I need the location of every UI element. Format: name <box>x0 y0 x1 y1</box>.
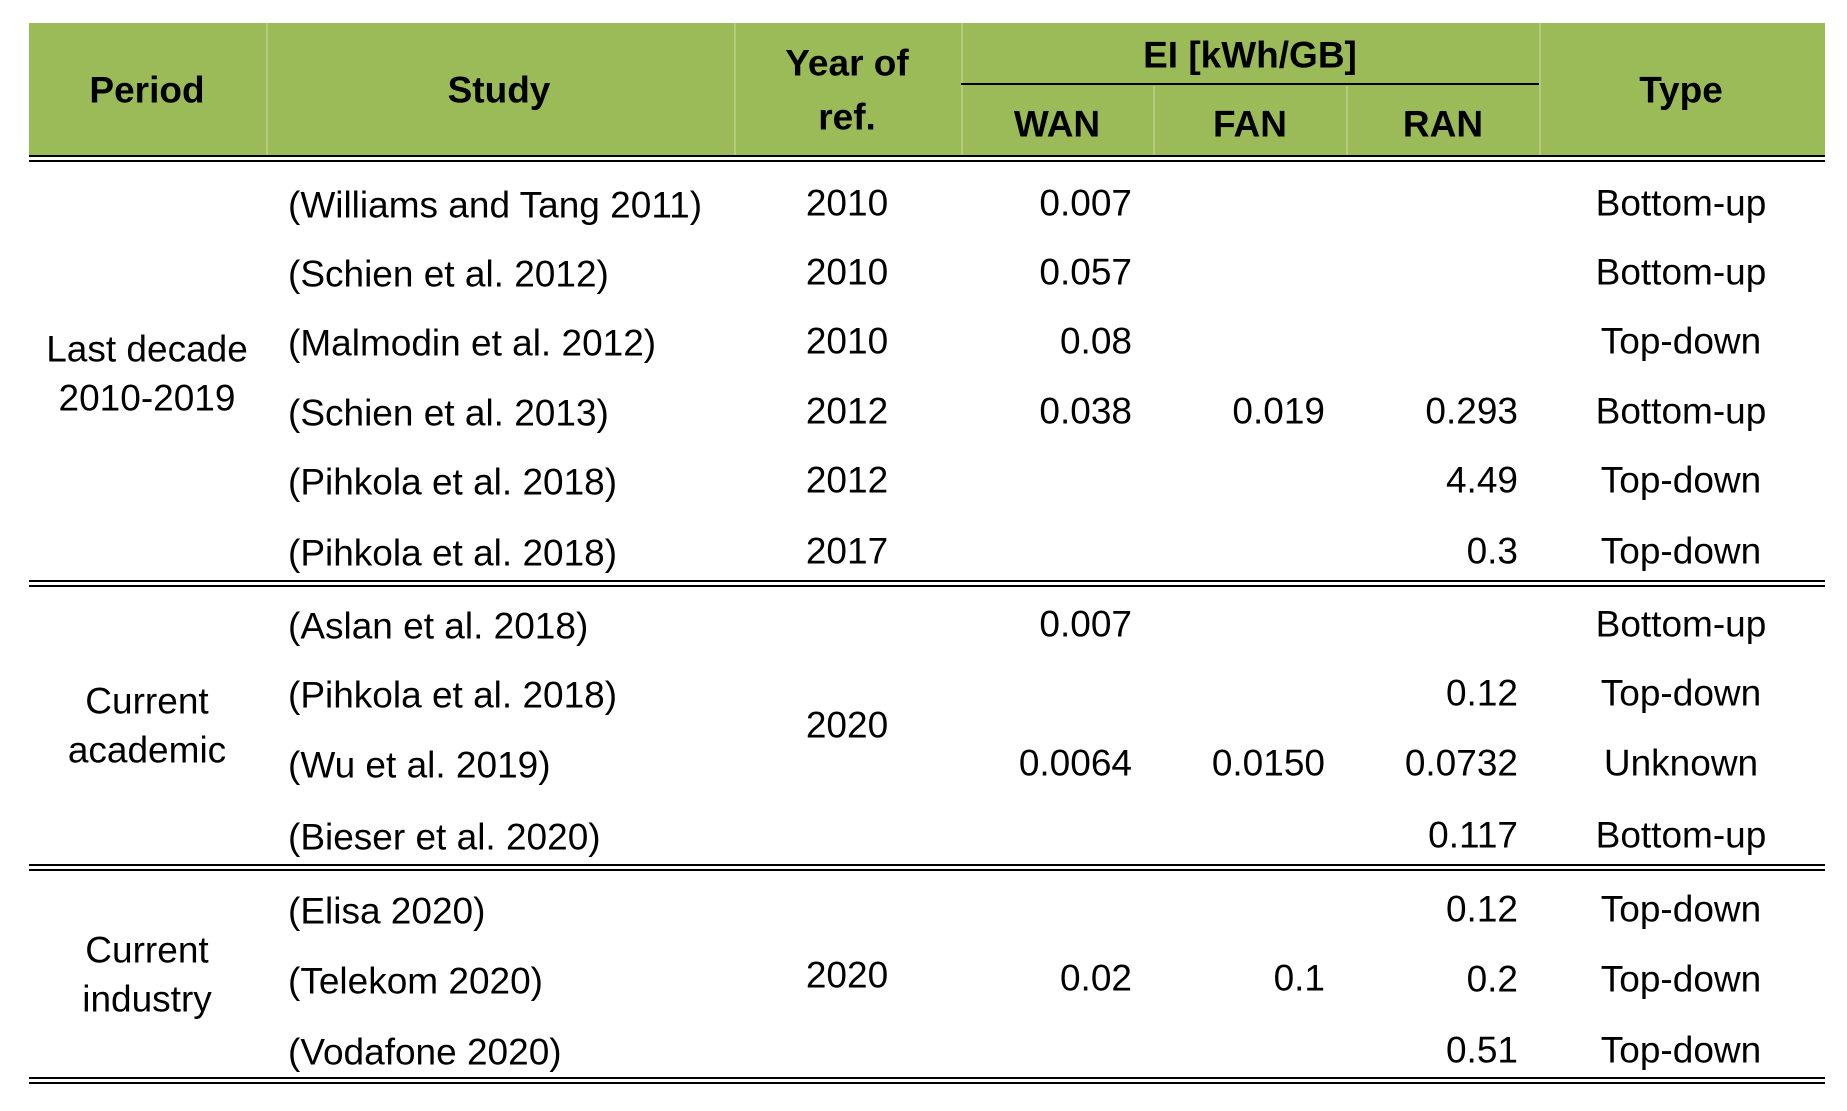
wan-cell: 0.007 <box>1039 182 1132 224</box>
rule <box>29 864 1825 866</box>
ran-cell: 0.2 <box>1466 958 1518 1000</box>
ei-group-underline <box>961 83 1539 85</box>
wan-cell: 0.02 <box>1059 957 1132 999</box>
type-cell: Bottom-up <box>1595 603 1767 645</box>
header-wan: WAN <box>1013 103 1101 145</box>
ran-cell: 0.117 <box>1428 814 1518 856</box>
ran-cell: 0.3 <box>1466 530 1518 572</box>
rule <box>29 1082 1825 1084</box>
ran-cell: 0.51 <box>1445 1029 1518 1071</box>
header-fan: FAN <box>1213 103 1287 145</box>
header-separator <box>961 23 963 156</box>
study-cell: (Pihkola et al. 2018) <box>288 532 618 574</box>
type-cell: Top-down <box>1600 1029 1762 1071</box>
fan-cell: 0.019 <box>1232 390 1325 432</box>
wan-cell: 0.057 <box>1039 251 1132 293</box>
type-cell: Bottom-up <box>1595 182 1767 224</box>
study-cell: (Malmodin et al. 2012) <box>288 322 657 364</box>
year-cell: 2010 <box>805 182 889 224</box>
period-label: Current <box>85 929 209 971</box>
header-ei-group: EI [kWh/GB] <box>1143 34 1357 76</box>
type-cell: Top-down <box>1600 320 1762 362</box>
wan-cell: 0.0064 <box>1018 742 1132 784</box>
study-cell: (Schien et al. 2012) <box>288 253 609 295</box>
study-cell: (Telekom 2020) <box>288 960 544 1002</box>
type-cell: Top-down <box>1600 530 1762 572</box>
period-label: academic <box>67 729 227 771</box>
year-cell: 2012 <box>805 390 889 432</box>
header-type: Type <box>1639 69 1723 111</box>
study-cell: (Aslan et al. 2018) <box>288 605 589 647</box>
type-cell: Top-down <box>1600 958 1762 1000</box>
wan-cell: 0.007 <box>1039 603 1132 645</box>
type-cell: Top-down <box>1600 672 1762 714</box>
period-label: 2010-2019 <box>58 377 236 419</box>
period-label: industry <box>82 978 212 1020</box>
type-cell: Top-down <box>1600 459 1762 501</box>
rule <box>29 585 1825 587</box>
type-cell: Unknown <box>1603 742 1759 784</box>
study-cell: (Elisa 2020) <box>288 890 486 932</box>
year-cell: 2012 <box>805 459 889 501</box>
header-year-line1: Year of <box>785 42 909 84</box>
header-separator <box>734 23 736 156</box>
type-cell: Top-down <box>1600 888 1762 930</box>
fan-cell: 0.1 <box>1273 957 1325 999</box>
ran-cell: 0.12 <box>1445 888 1518 930</box>
rule <box>29 580 1825 582</box>
header-separator <box>1539 23 1541 156</box>
ran-cell: 0.12 <box>1445 672 1518 714</box>
rule <box>29 1077 1825 1079</box>
study-cell: (Pihkola et al. 2018) <box>288 461 618 503</box>
period-label: Last decade <box>46 328 248 370</box>
year-cell: 2010 <box>805 320 889 362</box>
year-cell: 2010 <box>805 251 889 293</box>
ran-cell: 0.0732 <box>1404 742 1518 784</box>
ran-cell: 4.49 <box>1445 459 1518 501</box>
header-ran: RAN <box>1402 103 1484 145</box>
fan-cell: 0.0150 <box>1211 742 1325 784</box>
rule <box>29 869 1825 871</box>
year-cell: 2020 <box>805 704 889 746</box>
rule <box>29 155 1825 157</box>
header-separator <box>1153 86 1155 156</box>
header-year-line2: ref. <box>818 96 876 138</box>
type-cell: Bottom-up <box>1595 814 1767 856</box>
study-cell: (Bieser et al. 2020) <box>288 816 601 858</box>
period-label: Current <box>85 680 209 722</box>
header-study: Study <box>447 69 551 111</box>
study-cell: (Wu et al. 2019) <box>288 744 551 786</box>
header-period: Period <box>89 69 205 111</box>
wan-cell: 0.038 <box>1039 390 1132 432</box>
year-cell: 2020 <box>805 954 889 996</box>
table-header-band <box>29 23 1825 156</box>
ran-cell: 0.293 <box>1425 390 1518 432</box>
rule <box>29 160 1825 162</box>
header-separator <box>1346 86 1348 156</box>
study-cell: (Pihkola et al. 2018) <box>288 674 618 716</box>
year-cell: 2017 <box>805 530 889 572</box>
type-cell: Bottom-up <box>1595 390 1767 432</box>
header-separator <box>266 23 268 156</box>
study-cell: (Schien et al. 2013) <box>288 392 609 434</box>
wan-cell: 0.08 <box>1059 320 1132 362</box>
type-cell: Bottom-up <box>1595 251 1767 293</box>
study-cell: (Vodafone 2020) <box>288 1031 562 1073</box>
study-cell: (Williams and Tang 2011) <box>288 184 703 226</box>
